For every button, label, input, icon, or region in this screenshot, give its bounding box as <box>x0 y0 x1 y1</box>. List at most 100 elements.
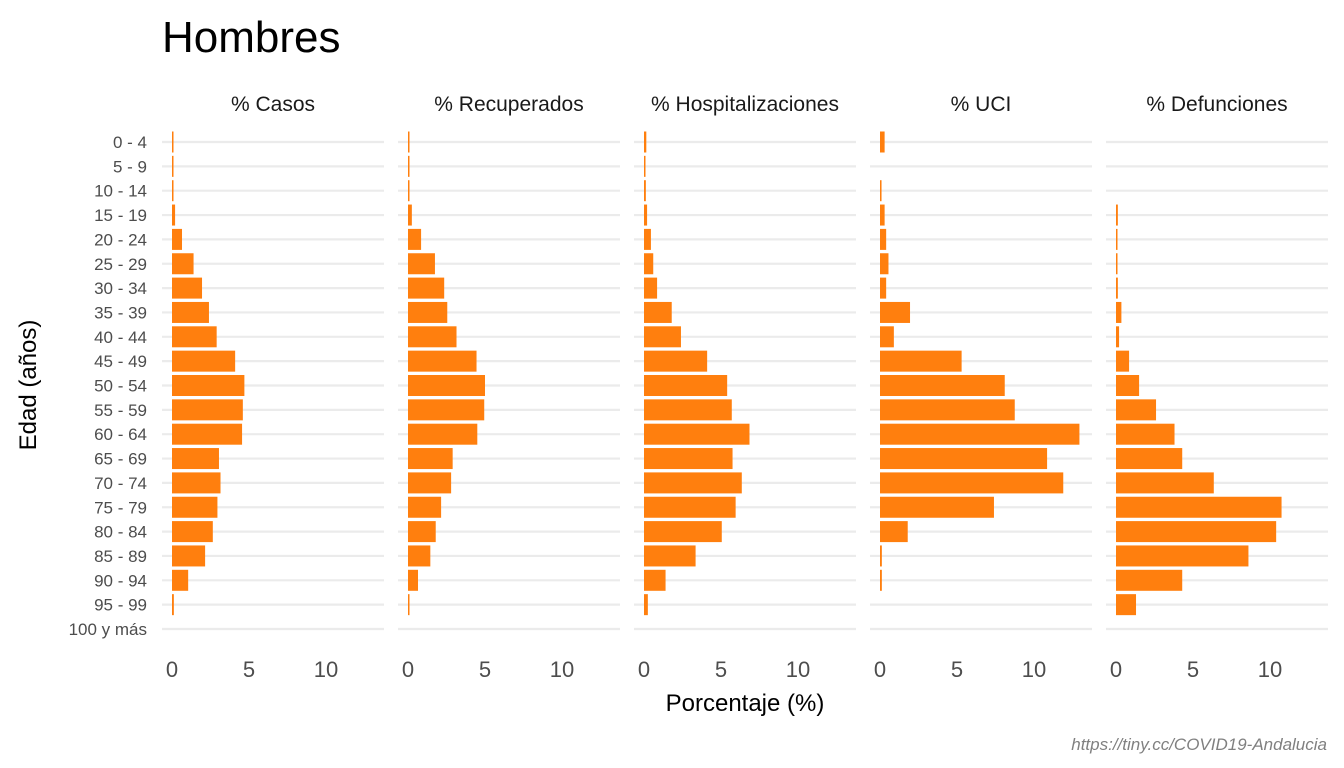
y-tick-label: 85 - 89 <box>94 547 147 566</box>
y-tick-label: 55 - 59 <box>94 401 147 420</box>
y-axis-label: Edad (años) <box>15 320 42 451</box>
bar <box>644 521 722 543</box>
bar <box>644 180 646 202</box>
bar <box>644 423 750 445</box>
bar <box>880 301 911 323</box>
bar <box>172 131 174 153</box>
bar <box>408 155 410 177</box>
bar <box>172 545 206 567</box>
bar <box>172 521 213 543</box>
facet-panel: % Casos 0 5 10 <box>162 93 384 682</box>
bar <box>644 253 654 275</box>
bar <box>172 277 203 299</box>
bar <box>172 326 217 348</box>
facet-panel: % Hospitalizaciones 0 5 10 <box>634 93 856 682</box>
bar <box>880 350 962 372</box>
bar <box>644 448 733 470</box>
bar <box>408 545 431 567</box>
bar <box>408 350 477 372</box>
bar <box>880 277 887 299</box>
y-tick-label: 95 - 99 <box>94 596 147 615</box>
facet-strip-label: % Defunciones <box>1146 93 1287 116</box>
bar <box>408 521 436 543</box>
bar <box>880 496 994 518</box>
bar <box>408 569 419 591</box>
bar <box>880 375 1005 396</box>
bar <box>172 399 243 421</box>
bar <box>880 472 1064 494</box>
bar <box>408 204 412 226</box>
x-tick-label: 5 <box>715 657 727 682</box>
bar <box>644 496 736 518</box>
bar <box>1116 326 1120 348</box>
bar <box>644 301 672 323</box>
y-tick-label: 65 - 69 <box>94 450 147 469</box>
bar <box>644 399 732 421</box>
bar <box>644 155 646 177</box>
y-tick-label: 45 - 49 <box>94 352 147 371</box>
bar <box>644 594 648 616</box>
x-tick-label: 10 <box>1022 657 1046 682</box>
x-tick-label: 0 <box>638 657 650 682</box>
y-tick-label: 50 - 54 <box>94 377 147 396</box>
bar <box>408 277 445 299</box>
bar <box>644 569 666 591</box>
bar <box>644 375 728 396</box>
bar <box>408 399 485 421</box>
facet-panel: % Recuperados 0 5 10 <box>398 93 620 682</box>
bar <box>172 375 245 396</box>
x-tick-label: 10 <box>786 657 810 682</box>
bar <box>644 545 696 567</box>
bar <box>172 350 236 372</box>
x-tick-label: 5 <box>1187 657 1199 682</box>
bar <box>172 423 243 445</box>
x-tick-label: 0 <box>1110 657 1122 682</box>
bar <box>1116 277 1118 299</box>
facet-strip-label: % Casos <box>231 93 315 116</box>
bar <box>1116 301 1122 323</box>
bar <box>408 594 410 616</box>
y-tick-label: 30 - 34 <box>94 279 147 298</box>
y-tick-label: 75 - 79 <box>94 498 147 517</box>
bar <box>172 594 174 616</box>
y-tick-label: 40 - 44 <box>94 328 147 347</box>
y-tick-label: 15 - 19 <box>94 206 147 225</box>
bar <box>880 448 1048 470</box>
y-tick-label: 90 - 94 <box>94 571 147 590</box>
bar <box>880 569 882 591</box>
y-tick-label: 70 - 74 <box>94 474 147 493</box>
y-tick-label: 20 - 24 <box>94 230 147 249</box>
bar <box>172 180 174 202</box>
bar <box>644 350 708 372</box>
bar <box>1116 375 1140 396</box>
bar <box>1116 448 1183 470</box>
x-tick-label: 5 <box>951 657 963 682</box>
x-tick-label: 0 <box>874 657 886 682</box>
y-tick-label: 60 - 64 <box>94 425 147 444</box>
x-tick-label: 0 <box>402 657 414 682</box>
bar <box>1116 545 1249 567</box>
y-tick-label: 35 - 39 <box>94 303 147 322</box>
y-tick-label: 80 - 84 <box>94 523 147 542</box>
bar <box>880 545 882 567</box>
facet-strip-label: % UCI <box>951 93 1012 116</box>
facet-panel: % Defunciones 0 5 10 <box>1106 93 1328 682</box>
bar <box>408 180 410 202</box>
bar <box>1116 472 1214 494</box>
bar <box>1116 228 1118 250</box>
source-caption: https://tiny.cc/COVID19-Andalucia <box>1071 735 1327 754</box>
facet-strip-label: % Recuperados <box>434 93 583 116</box>
bar <box>408 301 448 323</box>
y-tick-label: 5 - 9 <box>113 157 147 176</box>
bar <box>1116 569 1183 591</box>
bar <box>172 228 183 250</box>
bar <box>644 228 651 250</box>
bar <box>880 326 894 348</box>
x-tick-label: 10 <box>314 657 338 682</box>
chart-title: Hombres <box>162 13 341 62</box>
bar <box>644 472 742 494</box>
bar <box>1116 399 1157 421</box>
x-tick-label: 10 <box>550 657 574 682</box>
